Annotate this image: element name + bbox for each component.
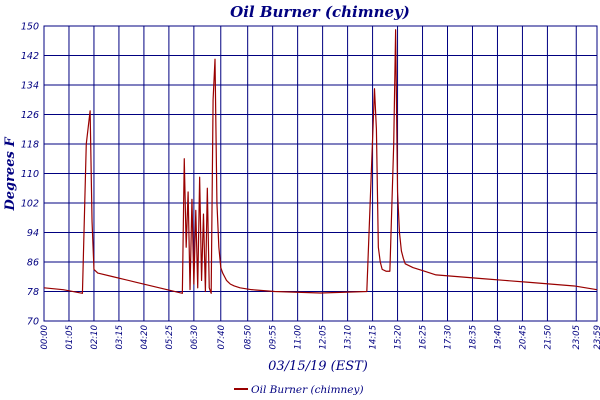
- y-axis-label: Degrees F: [3, 137, 18, 212]
- x-tick-label: 03:15: [115, 325, 125, 350]
- x-tick-label: 07:40: [217, 325, 227, 350]
- chart-title: Oil Burner (chimney): [230, 3, 410, 21]
- x-axis-ticks: 00:00 01:05 02:10 03:15 04:20 05:25 06:30 07:40…: [40, 325, 600, 350]
- y-tick-label: 78: [27, 287, 39, 298]
- y-tick-label: 126: [21, 110, 39, 121]
- x-tick-label: 05:25: [165, 325, 175, 350]
- x-tick-label: 17:30: [444, 325, 454, 350]
- x-tick-label: 21:50: [543, 325, 553, 350]
- x-tick-label: 12:05: [319, 325, 329, 350]
- x-tick-label: 06:30: [190, 325, 200, 350]
- x-tick-label: 00:00: [40, 325, 50, 350]
- y-axis-ticks: 70 78 86 94 102 110 118 126 134 142 150: [21, 22, 39, 328]
- x-tick-label: 15:20: [394, 325, 404, 350]
- y-tick-label: 94: [27, 228, 39, 239]
- y-tick-label: 86: [27, 258, 39, 269]
- x-tick-label: 09:55: [269, 325, 279, 350]
- y-tick-label: 134: [21, 81, 39, 92]
- series-line: [43, 29, 598, 294]
- x-tick-label: 04:20: [140, 325, 150, 350]
- x-tick-label: 13:10: [344, 325, 354, 350]
- y-tick-label: 118: [21, 140, 39, 151]
- x-tick-label: 20:45: [518, 325, 528, 350]
- x-tick-label: 11:00: [294, 325, 304, 350]
- legend: Oil Burner (chimney): [234, 384, 364, 396]
- y-tick-label: 102: [21, 199, 39, 210]
- x-tick-label: 01:05: [65, 325, 75, 350]
- x-tick-label: 18:35: [468, 325, 478, 350]
- x-tick-label: 23:05: [572, 325, 582, 350]
- x-axis-label: 03/15/19 (EST): [268, 359, 368, 374]
- x-tick-label: 16:25: [419, 325, 429, 350]
- y-tick-label: 150: [21, 22, 39, 33]
- y-tick-label: 142: [21, 51, 39, 62]
- x-tick-label: 14:15: [369, 325, 379, 350]
- x-tick-label: 02:10: [90, 325, 100, 350]
- legend-label: Oil Burner (chimney): [251, 384, 364, 396]
- x-tick-label: 08:50: [244, 325, 254, 350]
- y-tick-label: 110: [21, 169, 39, 180]
- series-layer: [43, 29, 598, 294]
- plot-frame: [43, 25, 598, 322]
- x-tick-label: 23:59: [593, 325, 600, 350]
- y-tick-label: 70: [27, 317, 39, 328]
- x-tick-label: 19:40: [493, 325, 503, 350]
